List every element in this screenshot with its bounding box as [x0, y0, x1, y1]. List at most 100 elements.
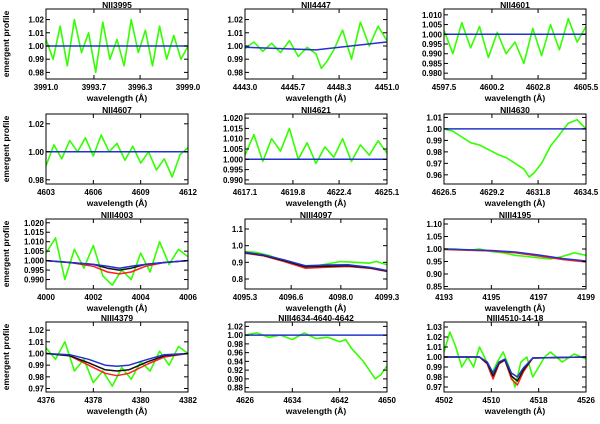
series-line-model_main: [444, 356, 586, 378]
x-tick-label: 4000: [37, 293, 55, 302]
y-tick-label: 0.96: [426, 171, 442, 180]
y-tick-label: 1.00: [426, 353, 442, 362]
x-tick-label: 3993.7: [82, 83, 107, 92]
series-group: [444, 331, 586, 388]
panel-5: NII4621 4617.1 4619.8 4622.4 4625.1 0.9900.99…: [223, 105, 400, 208]
y-tick-label: 0.98: [28, 176, 44, 185]
x-tick-label: 4193: [435, 293, 453, 302]
panel-title: NIII4379: [101, 313, 133, 323]
y-tick-label: 1.01: [28, 29, 44, 38]
series-group: [245, 21, 387, 70]
series-line-model_main: [444, 248, 586, 262]
y-tick-label: 0.90: [227, 375, 243, 384]
series-line-model_dark: [46, 352, 188, 372]
y-tick-label: 1.02: [227, 322, 243, 331]
series-line-observed: [46, 237, 188, 287]
series-line-observed: [245, 21, 387, 70]
x-tick-label: 4600.2: [480, 83, 505, 92]
y-tick-label: 0.90: [426, 270, 442, 279]
series-group: [444, 248, 586, 263]
panel-title: NIII4510-14-18: [487, 313, 544, 323]
x-tick-label: 4376: [37, 396, 55, 405]
series-line-observed: [245, 332, 387, 380]
series-group: [46, 18, 188, 74]
x-tick-label: 4195: [482, 293, 500, 302]
series-group: [444, 17, 586, 65]
y-tick-label: 1.01: [28, 338, 44, 347]
y-tick-label: 0.99: [426, 136, 442, 145]
series-line-observed: [444, 17, 586, 65]
series-group: [245, 332, 387, 380]
series-group: [46, 340, 188, 388]
x-tick-label: 4448.3: [327, 83, 352, 92]
y-tick-label: 0.99: [426, 363, 442, 372]
y-tick-label: 0.995: [223, 166, 244, 175]
series-line-observed: [245, 127, 387, 165]
y-tick-label: 1.01: [426, 113, 442, 122]
y-tick-label: 0.990: [223, 176, 244, 185]
x-axis-label: wavelength (Å): [86, 93, 148, 103]
y-tick-label: 0.990: [422, 50, 443, 59]
y-tick-label: 1.010: [24, 238, 45, 247]
x-tick-label: 4526: [577, 396, 595, 405]
x-tick-label: 4603: [37, 188, 55, 197]
y-tick-label: 0.8: [232, 275, 244, 284]
y-axis-label: emergent profile: [1, 115, 11, 182]
x-tick-label: 4597.5: [432, 83, 457, 92]
y-tick-label: 0.97: [426, 383, 442, 392]
plot-frame: [443, 218, 587, 290]
y-tick-label: 0.990: [24, 276, 45, 285]
series-line-model_main: [46, 259, 188, 269]
plot-frame: [244, 321, 388, 393]
x-tick-label: 4605.5: [574, 83, 599, 92]
y-tick-label: 1.0: [232, 242, 244, 251]
x-axis-label: wavelength (Å): [285, 303, 347, 313]
plot-frame: [443, 113, 587, 185]
y-tick-label: 1.000: [24, 257, 45, 266]
series-group: [46, 134, 188, 178]
y-tick-label: 0.995: [24, 266, 45, 275]
y-tick-label: 1.005: [24, 247, 45, 256]
y-tick-label: 0.98: [28, 68, 44, 77]
plot-frame: [45, 113, 189, 185]
x-tick-label: 4382: [179, 396, 197, 405]
series-line-model_alt: [46, 352, 188, 377]
y-tick-label: 0.97: [28, 385, 44, 394]
y-tick-label: 1.020: [223, 114, 244, 123]
x-tick-label: 3999.0: [176, 83, 201, 92]
y-tick-label: 0.98: [426, 148, 442, 157]
x-tick-label: 4099.3: [375, 293, 400, 302]
x-tick-label: 4629.2: [480, 188, 505, 197]
y-tick-label: 0.88: [227, 384, 243, 393]
panel-title: NII4601: [500, 0, 530, 10]
x-tick-label: 4004: [132, 293, 150, 302]
panel-10: NIII4379 4376 4378 4380 4382 0.97 0.98 0.99 1.00…: [1, 313, 197, 416]
x-tick-label: 4096.6: [279, 293, 304, 302]
y-tick-label: 1.02: [28, 120, 44, 129]
series-line-model_main: [245, 41, 387, 51]
y-tick-label: 0.99: [28, 55, 44, 64]
x-tick-label: 4634.5: [574, 188, 599, 197]
plot-frame: [45, 321, 189, 393]
x-tick-label: 4619.8: [281, 188, 306, 197]
x-tick-label: 3996.3: [128, 83, 153, 92]
x-axis-label: wavelength (Å): [484, 303, 546, 313]
y-tick-label: 0.98: [28, 373, 44, 382]
panel-title: NII4607: [102, 105, 132, 115]
x-tick-label: 4380: [132, 396, 150, 405]
y-tick-label: 0.980: [422, 69, 443, 78]
y-tick-label: 0.92: [227, 366, 243, 375]
series-line-observed: [444, 118, 586, 178]
y-tick-label: 1.000: [223, 155, 244, 164]
y-tick-label: 1.01: [227, 29, 243, 38]
x-tick-label: 4634: [283, 396, 301, 405]
y-tick-label: 1.00: [227, 331, 243, 340]
y-tick-label: 1.05: [426, 233, 442, 242]
panel-title: NII4630: [500, 105, 530, 115]
series-group: [444, 118, 586, 178]
y-tick-label: 0.97: [426, 159, 442, 168]
y-tick-label: 0.99: [227, 55, 243, 64]
